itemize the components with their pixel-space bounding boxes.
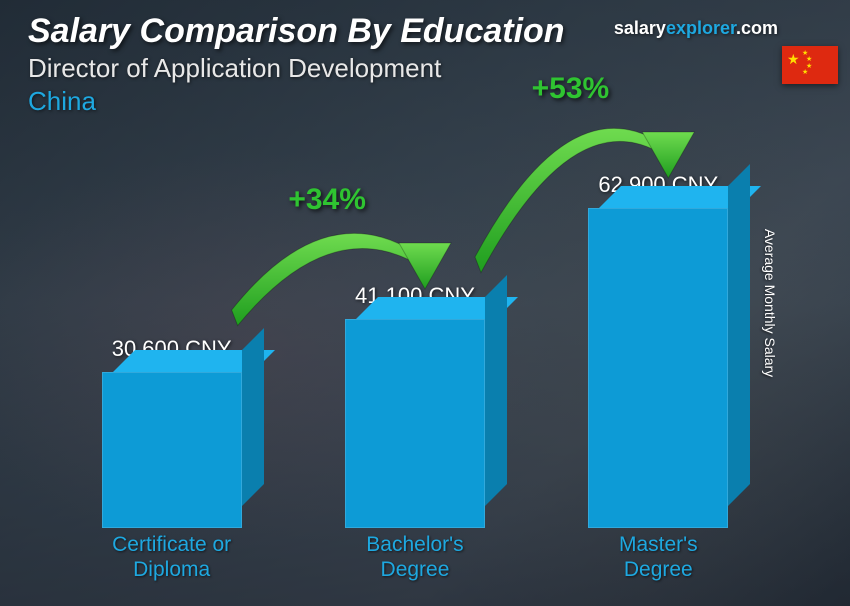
flag-star-icon: ★ bbox=[787, 51, 800, 68]
bar-chart: 30,600 CNY41,100 CNY62,900 CNY Certifica… bbox=[50, 158, 780, 588]
flag-star-icon: ★ bbox=[802, 68, 808, 76]
brand-part3: .com bbox=[736, 18, 778, 38]
increase-arrow-icon bbox=[50, 158, 780, 588]
chart-country: China bbox=[28, 86, 830, 117]
brand-part1: salary bbox=[614, 18, 666, 38]
brand-part2: explorer bbox=[666, 18, 736, 38]
brand-logo: salaryexplorer.com bbox=[614, 18, 778, 39]
percent-increase-label: +53% bbox=[532, 72, 610, 106]
china-flag-icon: ★ ★ ★ ★ ★ bbox=[782, 46, 838, 84]
chart-subtitle: Director of Application Development bbox=[28, 53, 830, 84]
